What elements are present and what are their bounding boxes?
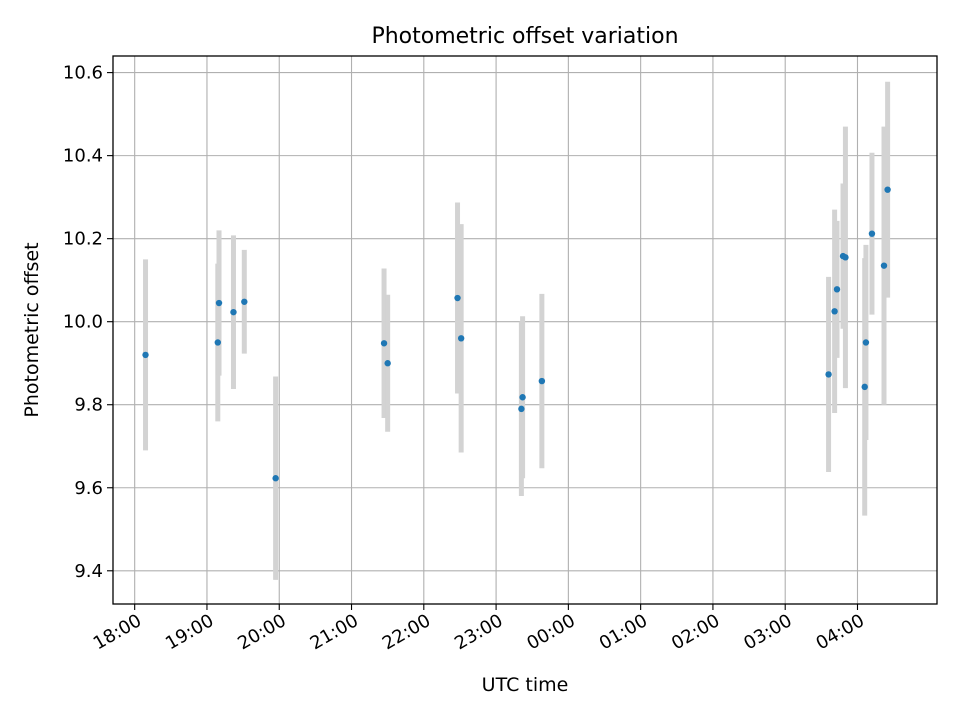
- data-point: [862, 339, 870, 346]
- data-point: [861, 383, 868, 391]
- x-tick-label: 18:00: [90, 610, 145, 654]
- chart-title: Photometric offset variation: [371, 24, 678, 49]
- x-tick-label: 01:00: [596, 610, 651, 654]
- y-tick-label: 10.2: [63, 229, 103, 250]
- y-tick-label: 10.4: [63, 146, 103, 167]
- data-point: [454, 294, 461, 302]
- data-point: [884, 186, 891, 193]
- data-point: [142, 351, 149, 359]
- y-tick-label: 9.4: [74, 561, 103, 582]
- data-point: [868, 230, 876, 237]
- x-tick-label: 23:00: [451, 610, 506, 654]
- data-point: [457, 335, 465, 342]
- data-point: [831, 308, 838, 315]
- data-point: [538, 377, 546, 385]
- y-tick-label: 9.8: [74, 395, 103, 416]
- data-point: [825, 371, 832, 378]
- data-point: [241, 298, 248, 305]
- data-point: [380, 340, 388, 347]
- y-axis-ticks: 9.4 9.6 9.8 10.0 10.2 10.4 10.6: [63, 63, 113, 582]
- data-point: [272, 475, 279, 482]
- x-tick-label: 02:00: [668, 610, 723, 654]
- data-point: [518, 405, 525, 413]
- x-tick-label: 21:00: [307, 610, 362, 654]
- x-tick-label: 22:00: [379, 610, 434, 654]
- y-tick-label: 9.6: [74, 478, 103, 499]
- data-point: [519, 394, 526, 401]
- data-point: [214, 339, 222, 346]
- data-point: [842, 254, 849, 261]
- y-axis-label: Photometric offset: [21, 242, 43, 417]
- data-point: [880, 262, 888, 269]
- y-tick-label: 10.6: [63, 63, 103, 84]
- plot-frame: [112, 55, 938, 605]
- error-bars: [143, 81, 891, 580]
- x-axis-ticks: 18:00 19:00 20:00 21:00 22:00 23:00 00:00 01:00…: [90, 604, 868, 654]
- data-points: [142, 186, 891, 482]
- x-tick-label: 19:00: [162, 610, 217, 654]
- data-point: [833, 286, 841, 293]
- x-tick-label: 20:00: [234, 610, 289, 654]
- data-point: [230, 308, 237, 316]
- x-axis-label: UTC time: [482, 674, 569, 696]
- x-tick-label: 03:00: [740, 610, 795, 654]
- x-tick-label: 04:00: [813, 610, 868, 654]
- data-point: [384, 360, 391, 367]
- data-point: [215, 299, 223, 307]
- x-tick-label: 00:00: [523, 610, 578, 654]
- y-tick-label: 10.0: [63, 312, 103, 333]
